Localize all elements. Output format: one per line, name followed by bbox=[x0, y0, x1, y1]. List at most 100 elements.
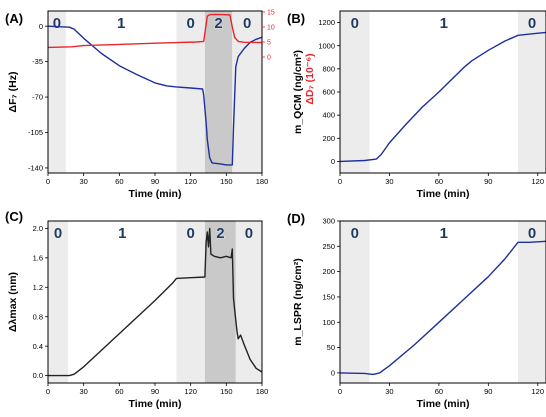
x-axis-label: Time (min) bbox=[129, 398, 182, 410]
phase-band bbox=[48, 11, 66, 173]
y-tick-label: 150 bbox=[322, 293, 335, 302]
x-tick-label: 0 bbox=[338, 387, 342, 396]
y-tick-label: 0 bbox=[331, 157, 335, 166]
phase-label: 0 bbox=[186, 15, 194, 32]
x-axis-label: Time (min) bbox=[417, 188, 470, 200]
phase-band bbox=[340, 221, 370, 383]
y-axis-label: ΔF₇ (Hz) bbox=[7, 72, 19, 113]
phase-band bbox=[204, 11, 233, 173]
x-tick-label: 60 bbox=[435, 177, 443, 186]
y-axis-label: Δλmax (nm) bbox=[7, 272, 19, 332]
y-tick-label: 1.2 bbox=[33, 283, 43, 292]
y2-tick-label: 15 bbox=[267, 9, 275, 16]
x-tick-label: 0 bbox=[46, 387, 50, 396]
x-tick-label: 60 bbox=[435, 387, 443, 396]
phase-band bbox=[204, 221, 236, 383]
y-tick-label: 0.0 bbox=[33, 371, 43, 380]
phase-band bbox=[340, 11, 370, 173]
phase-label: 0 bbox=[528, 15, 536, 32]
phase-band bbox=[232, 11, 262, 173]
series-line bbox=[48, 13, 262, 49]
x-tick-label: 30 bbox=[385, 387, 393, 396]
y-tick-label: 250 bbox=[322, 242, 335, 251]
y-tick-label: 50 bbox=[327, 343, 335, 352]
y2-tick-label: 0 bbox=[267, 54, 271, 61]
series-line bbox=[48, 227, 262, 377]
y-tick-label: 400 bbox=[322, 111, 335, 120]
phase-label: 1 bbox=[440, 15, 448, 32]
x-tick-label: 120 bbox=[532, 387, 545, 396]
y-axis-label: m_QCM (ng/cm²) bbox=[292, 50, 304, 134]
x-tick-label: 180 bbox=[256, 177, 269, 186]
x-tick-label: 120 bbox=[184, 177, 197, 186]
y-tick-label: 300 bbox=[322, 217, 335, 226]
y-tick-label: 2.0 bbox=[33, 224, 43, 233]
y2-tick-label: 5 bbox=[267, 39, 271, 46]
y-tick-label: 0.8 bbox=[33, 312, 43, 321]
y-tick-label: 1000 bbox=[318, 41, 335, 50]
phase-band bbox=[48, 221, 69, 383]
phase-label: 0 bbox=[245, 225, 253, 242]
phase-label: 0 bbox=[186, 225, 194, 242]
x-tick-label: 60 bbox=[115, 177, 123, 186]
phase-label: 0 bbox=[528, 225, 536, 242]
x-tick-label: 150 bbox=[220, 387, 233, 396]
x-tick-label: 120 bbox=[184, 387, 197, 396]
phase-label: 1 bbox=[440, 225, 448, 242]
phase-label: 0 bbox=[54, 225, 62, 242]
y-tick-label: 200 bbox=[322, 134, 335, 143]
panel-label: (B) bbox=[287, 11, 305, 26]
phase-band bbox=[369, 221, 518, 383]
phase-band bbox=[369, 11, 518, 173]
phase-band bbox=[235, 221, 262, 383]
y2-axis-label: ΔD₇ (10⁻⁶) bbox=[304, 53, 316, 104]
chart-panel-c: 0 1 0 2 0 0 30 60 90 120 150 180 0.0 0.4 0.8 1.2 1.6 2.0 T… bbox=[5, 209, 268, 410]
x-tick-label: 120 bbox=[532, 177, 545, 186]
y-tick-label: 0 bbox=[331, 368, 335, 377]
phase-band bbox=[176, 11, 205, 173]
y-tick-label: 600 bbox=[322, 88, 335, 97]
phase-label: 0 bbox=[351, 15, 359, 32]
panel-label: (A) bbox=[5, 11, 23, 26]
y-axis-label: m_LSPR (ng/cm²) bbox=[292, 258, 304, 346]
phase-band bbox=[517, 221, 546, 383]
y-tick-label: 0 bbox=[39, 22, 43, 31]
y-tick-label: 200 bbox=[322, 267, 335, 276]
x-tick-label: 30 bbox=[79, 177, 87, 186]
x-tick-label: 90 bbox=[484, 177, 492, 186]
phase-label: 0 bbox=[243, 15, 251, 32]
x-axis-label: Time (min) bbox=[129, 188, 182, 200]
y-tick-label: 100 bbox=[322, 318, 335, 327]
x-tick-label: 0 bbox=[46, 177, 50, 186]
phase-band bbox=[517, 11, 546, 173]
x-tick-label: 90 bbox=[151, 387, 159, 396]
x-tick-label: 90 bbox=[484, 387, 492, 396]
panel-label: (D) bbox=[287, 211, 305, 226]
x-tick-label: 60 bbox=[115, 387, 123, 396]
phase-band bbox=[65, 11, 177, 173]
y-tick-label: 800 bbox=[322, 64, 335, 73]
y-tick-label: -105 bbox=[28, 128, 43, 137]
phase-label: 0 bbox=[53, 15, 61, 32]
x-tick-label: 30 bbox=[385, 177, 393, 186]
y-tick-label: -35 bbox=[32, 57, 43, 66]
series-line bbox=[48, 25, 262, 166]
y2-tick-label: 10 bbox=[267, 24, 275, 31]
plot-frame bbox=[339, 220, 546, 384]
x-tick-label: 150 bbox=[220, 177, 233, 186]
phase-label: 1 bbox=[118, 225, 126, 242]
phase-band bbox=[68, 221, 177, 383]
phase-label: 0 bbox=[351, 225, 359, 242]
x-tick-label: 180 bbox=[256, 387, 269, 396]
phase-label: 1 bbox=[117, 15, 125, 32]
series-line bbox=[340, 240, 546, 376]
y-tick-label: -70 bbox=[32, 93, 43, 102]
y-tick-label: 1.6 bbox=[33, 253, 43, 262]
chart-panel-a: 0 1 0 2 00 30 60 90 120 150 1800-35-70-105-1400510… bbox=[5, 9, 316, 200]
y-tick-label: 1200 bbox=[318, 18, 335, 27]
phase-label: 2 bbox=[214, 15, 222, 32]
x-tick-label: 90 bbox=[151, 177, 159, 186]
